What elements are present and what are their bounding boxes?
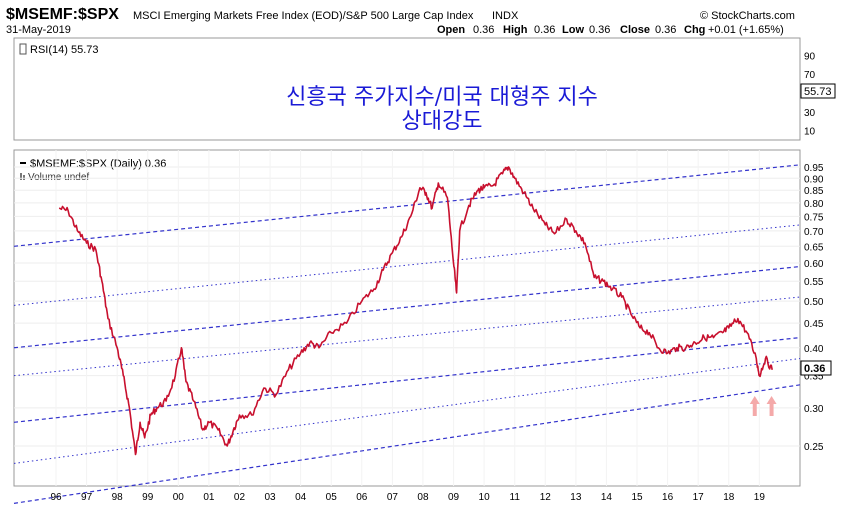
rsi-legend-swatch xyxy=(19,43,27,55)
x-tick-label: 00 xyxy=(173,492,185,503)
x-tick-label: 11 xyxy=(510,492,521,503)
x-tick-label: 17 xyxy=(693,492,705,503)
y-tick-label: 0.25 xyxy=(804,442,824,453)
volume-icon-bar xyxy=(23,175,25,180)
y-tick-label: 0.90 xyxy=(804,174,824,185)
y-tick-label: 0.35 xyxy=(804,372,824,383)
x-tick-label: 13 xyxy=(570,492,582,503)
price-line xyxy=(58,166,773,456)
x-tick-label: 09 xyxy=(448,492,460,503)
rsi-tick-label: 90 xyxy=(804,51,816,62)
open-value: 0.36 xyxy=(473,24,494,36)
volume-icon xyxy=(20,173,22,180)
stockcharts-logo: © StockCharts.com xyxy=(700,10,795,22)
rsi-label: RSI(14) 55.73 xyxy=(30,44,98,56)
y-tick-label: 0.75 xyxy=(804,212,824,223)
time-axis: 96 97 98 99 00 01 02 03 04 05 06 07 08 09 10 11 12 13 14 15… xyxy=(50,492,765,503)
y-tick-label: 0.85 xyxy=(804,186,824,197)
arrow-up-icon xyxy=(749,395,760,416)
high-value: 0.36 xyxy=(534,24,555,36)
x-tick-label: 10 xyxy=(479,492,491,503)
y-tick-label: 0.50 xyxy=(804,297,824,308)
y-tick-label: 0.70 xyxy=(804,227,824,238)
x-tick-label: 16 xyxy=(662,492,674,503)
series-legend: $MSEMF:$SPX (Daily) 0.36 xyxy=(30,158,166,170)
x-tick-label: 99 xyxy=(142,492,154,503)
annotation-subtitle: 상대강도 xyxy=(402,109,483,134)
x-tick-label: 05 xyxy=(326,492,338,503)
low-label: Low xyxy=(562,24,584,36)
chart-date: 31-May-2019 xyxy=(6,24,71,36)
rsi-panel xyxy=(13,37,801,141)
high-label: High xyxy=(503,24,528,36)
x-tick-label: 96 xyxy=(50,492,62,503)
x-tick-label: 14 xyxy=(601,492,613,503)
annotation-title: 신흥국 주가지수/미국 대형주 지수 xyxy=(286,85,598,110)
y-tick-label: 0.45 xyxy=(804,319,824,330)
x-tick-label: 97 xyxy=(81,492,93,503)
y-tick-label: 0.80 xyxy=(804,199,824,210)
y-tick-label: 0.30 xyxy=(804,404,824,415)
arrow-markers xyxy=(749,395,777,416)
x-tick-label: 07 xyxy=(387,492,399,503)
x-tick-label: 98 xyxy=(112,492,124,503)
channel-line xyxy=(13,164,801,247)
y-tick-label: 0.65 xyxy=(804,242,824,253)
y-tick-label: 0.95 xyxy=(804,163,824,174)
channel-line xyxy=(13,265,801,349)
channel-line xyxy=(13,296,801,377)
price-tag: 0.36 xyxy=(804,363,825,375)
x-tick-label: 04 xyxy=(295,492,307,503)
arrow-up-icon xyxy=(766,395,777,416)
close-label: Close xyxy=(620,24,650,36)
chg-label: Chg xyxy=(684,24,705,36)
channel-line xyxy=(13,224,801,306)
chg-value: +0.01 (+1.65%) xyxy=(708,24,784,36)
rsi-tick-label: 70 xyxy=(804,70,816,81)
x-tick-label: 03 xyxy=(264,492,276,503)
x-tick-label: 15 xyxy=(631,492,643,503)
price-series xyxy=(58,166,773,456)
x-tick-label: 01 xyxy=(203,492,215,503)
price-grid xyxy=(14,150,800,486)
rsi-tick-label: 30 xyxy=(804,108,816,119)
chart-exchange: INDX xyxy=(492,10,519,22)
x-tick-label: 18 xyxy=(723,492,735,503)
y-tick-label: 0.55 xyxy=(804,277,824,288)
close-value: 0.36 xyxy=(655,24,676,36)
price-axis: 0.950.900.85 0.80 0.75 0.70 0.65 0.60 0.55 0.50… xyxy=(804,163,824,453)
x-tick-label: 19 xyxy=(754,492,766,503)
channel-line xyxy=(13,357,801,464)
x-tick-label: 02 xyxy=(234,492,246,503)
x-tick-label: 08 xyxy=(417,492,429,503)
chart-description: MSCI Emerging Markets Free Index (EOD)/S… xyxy=(133,10,474,22)
x-tick-label: 12 xyxy=(540,492,552,503)
price-tag-box xyxy=(800,360,832,376)
chart-symbol: $MSEMF:$SPX xyxy=(6,6,119,23)
open-label: Open xyxy=(437,24,465,36)
y-tick-label: 0.40 xyxy=(804,344,824,355)
x-tick-label: 06 xyxy=(356,492,368,503)
rsi-current-tag-box xyxy=(800,83,836,99)
rsi-tick-label: 10 xyxy=(804,127,816,138)
rsi-current-tag: 55.73 xyxy=(804,86,832,98)
price-panel xyxy=(13,149,801,487)
low-value: 0.36 xyxy=(589,24,610,36)
y-tick-label: 0.60 xyxy=(804,259,824,270)
volume-legend: Volume undef xyxy=(28,172,89,183)
